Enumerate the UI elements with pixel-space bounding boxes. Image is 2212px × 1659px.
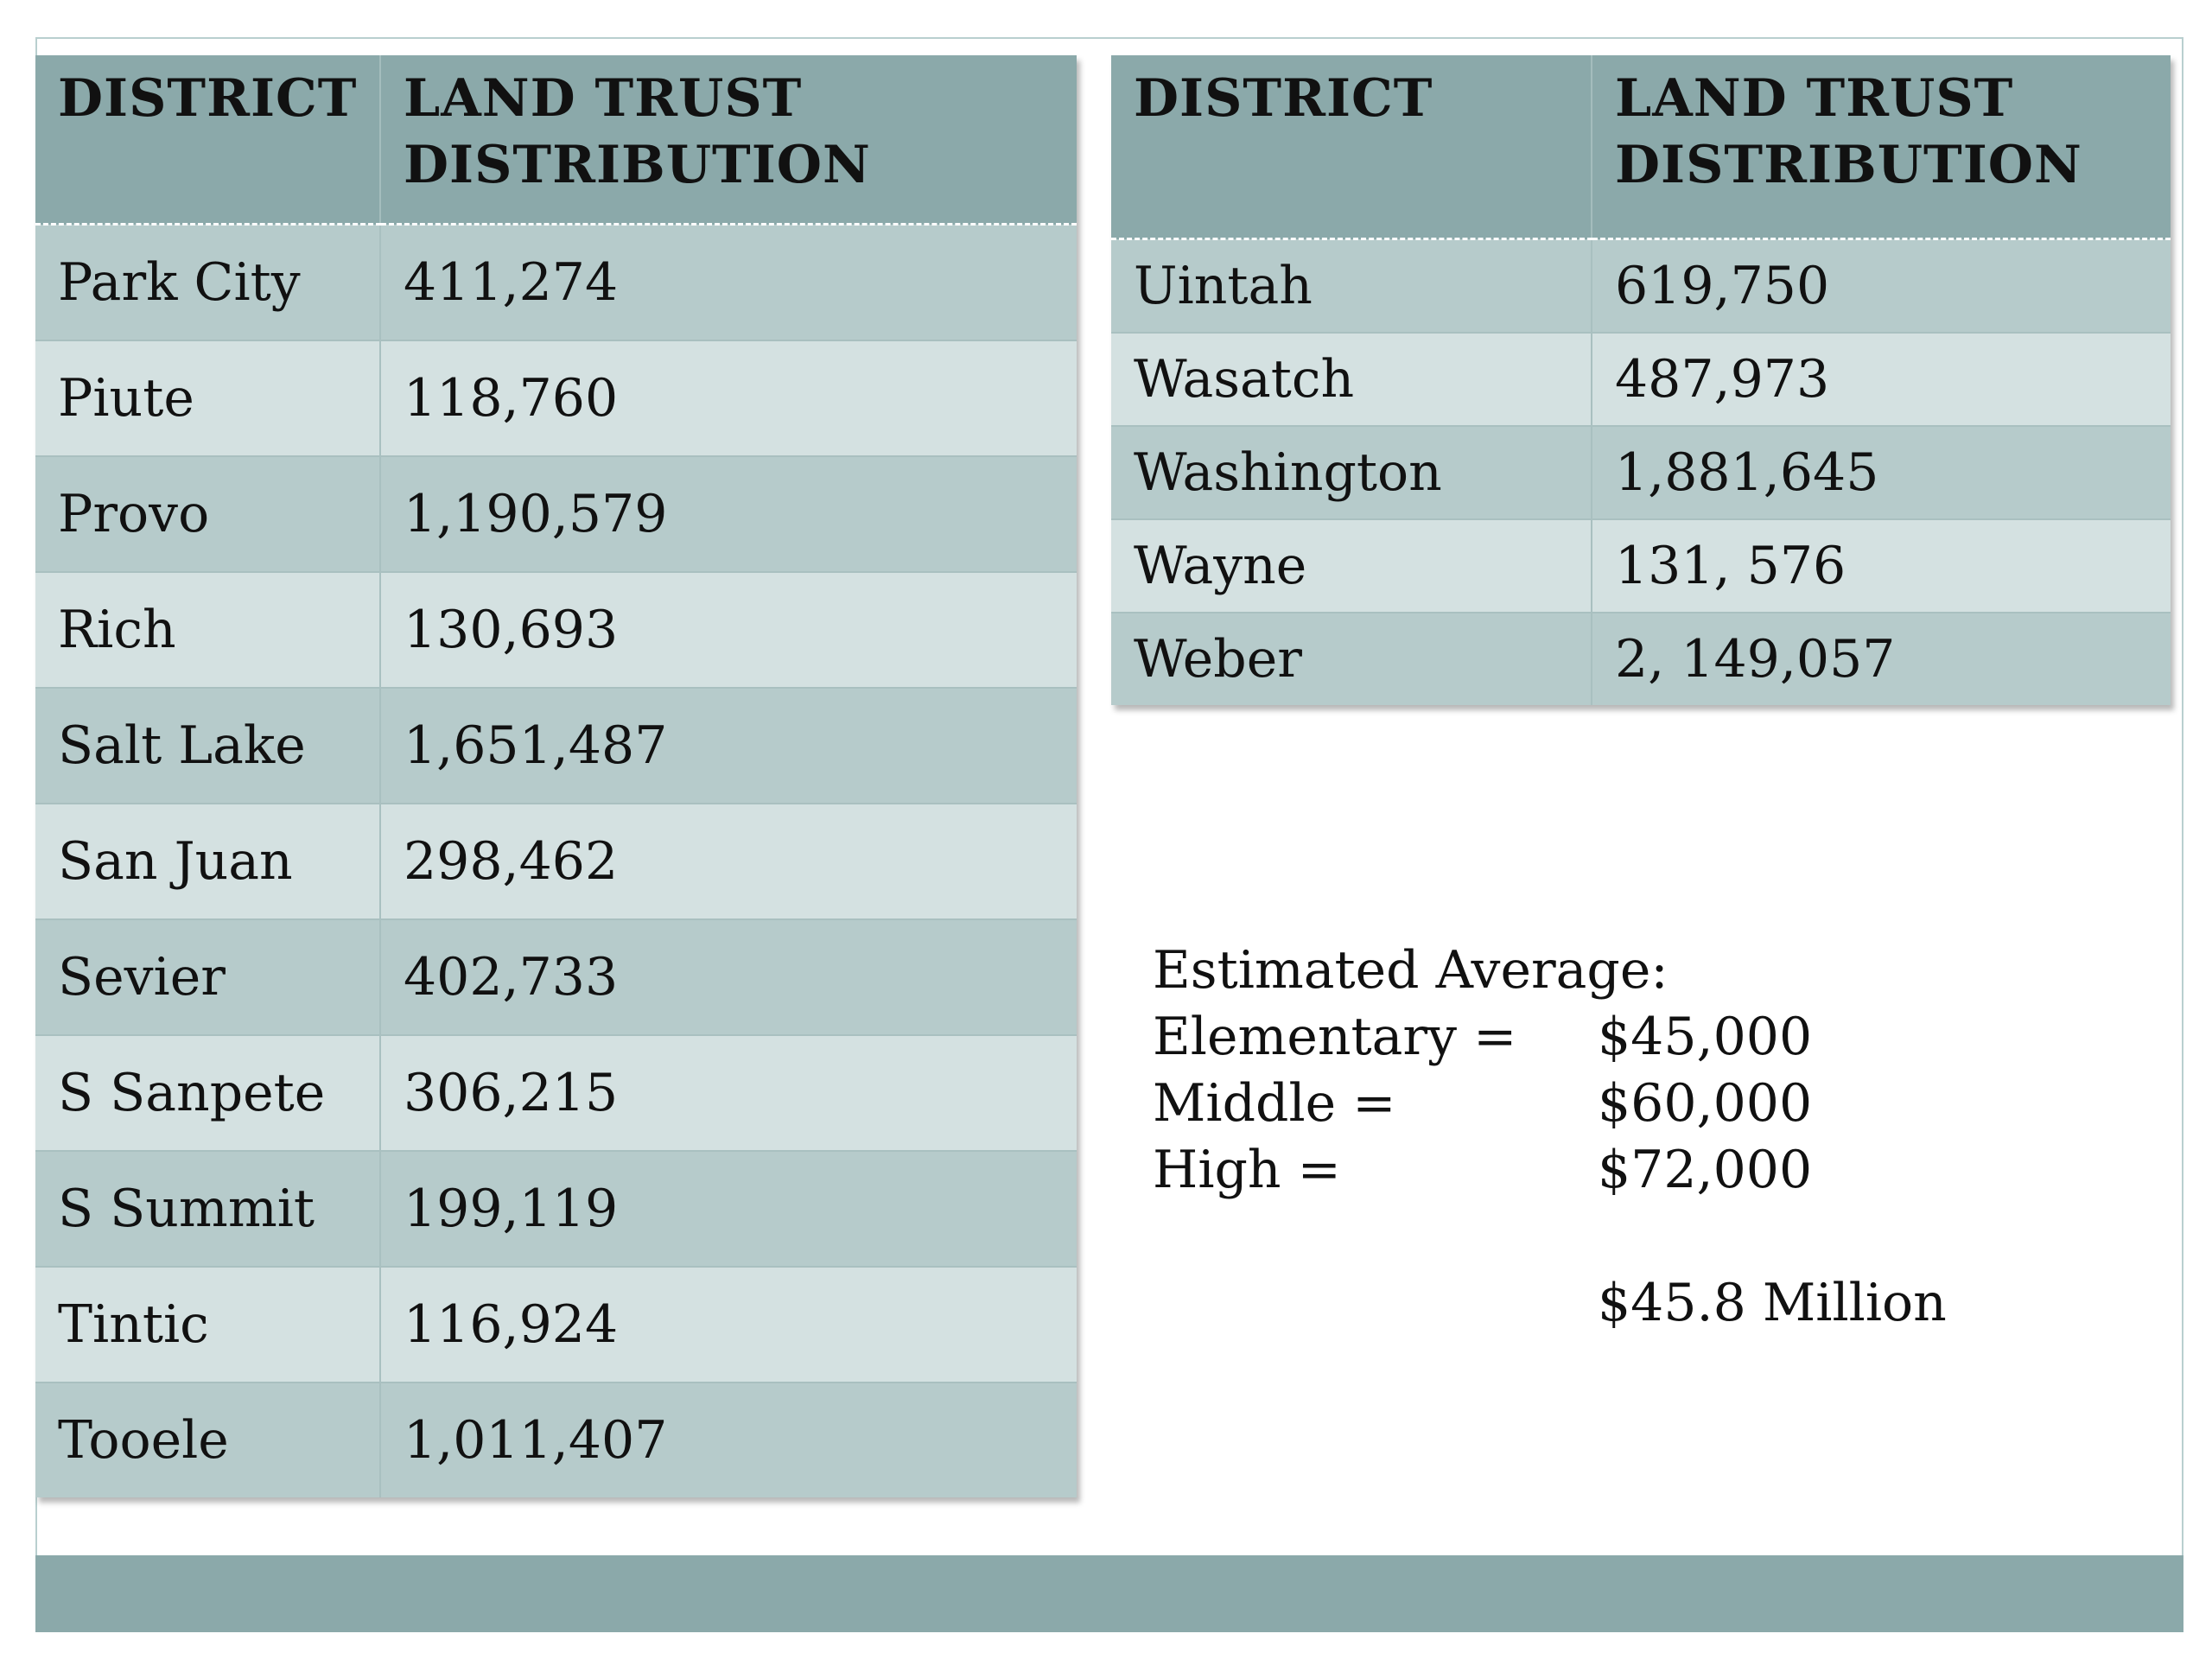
table-row: Park City 411,274	[35, 223, 1077, 340]
table-row: S Sanpete 306,215	[35, 1034, 1077, 1151]
table-row: Sevier 402,733	[35, 918, 1077, 1035]
distribution-cell: 1,011,407	[380, 1382, 1077, 1497]
footer-bar	[35, 1555, 2183, 1632]
summary-line-high: High = $72,000	[1153, 1137, 1947, 1204]
distribution-cell: 2, 149,057	[1592, 612, 2171, 705]
district-cell: San Juan	[35, 803, 381, 919]
distribution-header: LAND TRUST DISTRIBUTION	[380, 55, 1077, 226]
summary-total-row: $45.8 Million	[1153, 1270, 1947, 1337]
district-cell: Salt Lake	[35, 687, 381, 804]
land-trust-table-right: DISTRICT LAND TRUST DISTRIBUTION Uintah …	[1111, 55, 2171, 705]
summary-total: $45.8 Million	[1598, 1273, 1947, 1333]
district-cell: Tooele	[35, 1382, 381, 1497]
district-cell: Weber	[1111, 612, 1592, 705]
distribution-cell: 1,190,579	[380, 455, 1077, 572]
distribution-cell: 116,924	[380, 1266, 1077, 1382]
distribution-cell: 118,760	[380, 340, 1077, 456]
table-row: S Summit 199,119	[35, 1150, 1077, 1267]
table-row: Weber 2, 149,057	[1111, 612, 2171, 705]
table-row: Wasatch 487,973	[1111, 332, 2171, 426]
district-cell: Washington	[1111, 425, 1592, 519]
distribution-cell: 487,973	[1592, 332, 2171, 426]
distribution-cell: 298,462	[380, 803, 1077, 919]
summary-value: $45,000	[1598, 1007, 1813, 1067]
district-cell: S Summit	[35, 1150, 381, 1267]
distribution-cell: 131, 576	[1592, 518, 2171, 613]
distribution-cell: 130,693	[380, 571, 1077, 688]
summary-label: Middle =	[1153, 1073, 1396, 1134]
table-row: Washington 1,881,645	[1111, 425, 2171, 519]
table-header-row: DISTRICT LAND TRUST DISTRIBUTION	[1111, 55, 2171, 240]
table-row: Wayne 131, 576	[1111, 518, 2171, 613]
estimated-average-summary: Estimated Average: Elementary = $45,000 …	[1153, 938, 1947, 1337]
summary-value: $60,000	[1598, 1073, 1813, 1134]
table-row: Rich 130,693	[35, 571, 1077, 688]
distribution-cell: 402,733	[380, 918, 1077, 1035]
table-row: Uintah 619,750	[1111, 238, 2171, 333]
distribution-cell: 1,881,645	[1592, 425, 2171, 519]
distribution-cell: 411,274	[380, 223, 1077, 340]
distribution-cell: 199,119	[380, 1150, 1077, 1267]
table-row: San Juan 298,462	[35, 803, 1077, 919]
district-cell: Piute	[35, 340, 381, 456]
table-row: Tooele 1,011,407	[35, 1382, 1077, 1497]
district-cell: Provo	[35, 455, 381, 572]
summary-heading: Estimated Average:	[1153, 938, 1947, 1004]
table-row: Provo 1,190,579	[35, 455, 1077, 572]
land-trust-table-left: DISTRICT LAND TRUST DISTRIBUTION Park Ci…	[35, 55, 1077, 1497]
summary-heading-text: Estimated Average:	[1153, 940, 1669, 1001]
district-cell: Rich	[35, 571, 381, 688]
district-cell: Uintah	[1111, 238, 1592, 333]
summary-value: $72,000	[1598, 1140, 1813, 1200]
district-cell: S Sanpete	[35, 1034, 381, 1151]
distribution-cell: 1,651,487	[380, 687, 1077, 804]
table-row: Tintic 116,924	[35, 1266, 1077, 1382]
distribution-cell: 619,750	[1592, 238, 2171, 333]
district-cell: Wayne	[1111, 518, 1592, 613]
district-cell: Sevier	[35, 918, 381, 1035]
summary-line-elementary: Elementary = $45,000	[1153, 1004, 1947, 1071]
district-header: DISTRICT	[35, 55, 381, 226]
summary-label: Elementary =	[1153, 1007, 1517, 1067]
distribution-header: LAND TRUST DISTRIBUTION	[1592, 55, 2171, 240]
summary-line-middle: Middle = $60,000	[1153, 1071, 1947, 1137]
table-row: Piute 118,760	[35, 340, 1077, 456]
summary-label: High =	[1153, 1140, 1341, 1200]
distribution-cell: 306,215	[380, 1034, 1077, 1151]
district-cell: Tintic	[35, 1266, 381, 1382]
table-header-row: DISTRICT LAND TRUST DISTRIBUTION	[35, 55, 1077, 226]
district-cell: Park City	[35, 223, 381, 340]
district-header: DISTRICT	[1111, 55, 1592, 240]
district-cell: Wasatch	[1111, 332, 1592, 426]
table-row: Salt Lake 1,651,487	[35, 687, 1077, 804]
